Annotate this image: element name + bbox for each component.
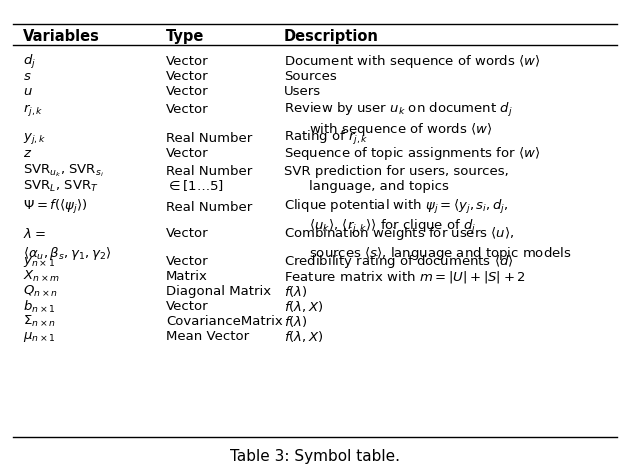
Text: $u$: $u$ — [23, 85, 33, 98]
Text: Vector: Vector — [166, 55, 209, 68]
Text: $\mathrm{SVR}_L$, $\mathrm{SVR}_T$: $\mathrm{SVR}_L$, $\mathrm{SVR}_T$ — [23, 178, 99, 193]
Text: Variables: Variables — [23, 29, 100, 43]
Text: $y_{j,k}$: $y_{j,k}$ — [23, 130, 46, 145]
Text: $s$: $s$ — [23, 70, 31, 83]
Text: $f(\lambda)$: $f(\lambda)$ — [284, 314, 308, 329]
Text: $\langle u_k\rangle$, $\langle r_{j,k}\rangle\rangle$ for clique of $d_j$: $\langle u_k\rangle$, $\langle r_{j,k}\r… — [309, 218, 476, 235]
Text: sources $\langle s\rangle$, language and topic models: sources $\langle s\rangle$, language and… — [309, 245, 572, 261]
Text: Combination weights for users $\langle u\rangle$,: Combination weights for users $\langle u… — [284, 225, 515, 242]
Text: Real Number: Real Number — [166, 200, 252, 213]
Text: $r_{j,k}$: $r_{j,k}$ — [23, 101, 44, 118]
Text: Vector: Vector — [166, 147, 209, 159]
Text: Credibility rating of documents $\langle d\rangle$: Credibility rating of documents $\langle… — [284, 253, 514, 270]
Text: $f(\lambda, X)$: $f(\lambda, X)$ — [284, 329, 324, 344]
Text: $\Psi = f(\langle \psi_j \rangle)$: $\Psi = f(\langle \psi_j \rangle)$ — [23, 198, 88, 216]
Text: Document with sequence of words $\langle w\rangle$: Document with sequence of words $\langle… — [284, 53, 540, 70]
Text: Clique potential with $\psi_j = \langle y_j, s_i, d_j,$: Clique potential with $\psi_j = \langle … — [284, 198, 509, 216]
Text: Vector: Vector — [166, 103, 209, 116]
Text: $\mathrm{SVR}_{u_k}$, $\mathrm{SVR}_{s_i}$: $\mathrm{SVR}_{u_k}$, $\mathrm{SVR}_{s_i… — [23, 162, 104, 179]
Text: Description: Description — [284, 29, 379, 43]
Text: Real Number: Real Number — [166, 164, 252, 177]
Text: Vector: Vector — [166, 227, 209, 240]
Text: $f(\lambda, X)$: $f(\lambda, X)$ — [284, 299, 324, 314]
Text: Sequence of topic assignments for $\langle w\rangle$: Sequence of topic assignments for $\lang… — [284, 144, 540, 161]
Text: Type: Type — [166, 29, 204, 43]
Text: Vector: Vector — [166, 70, 209, 83]
Text: Sources: Sources — [284, 70, 337, 83]
Text: Diagonal Matrix: Diagonal Matrix — [166, 285, 271, 298]
Text: $\lambda =$: $\lambda =$ — [23, 226, 45, 240]
Text: SVR prediction for users, sources,: SVR prediction for users, sources, — [284, 164, 509, 177]
Text: $\in [1\ldots 5]$: $\in [1\ldots 5]$ — [166, 178, 224, 193]
Text: Rating of $r_{j,k}$: Rating of $r_{j,k}$ — [284, 129, 369, 147]
Text: $\mu_{n\times 1}$: $\mu_{n\times 1}$ — [23, 329, 56, 343]
Text: with sequence of words $\langle w\rangle$: with sequence of words $\langle w\rangle… — [309, 120, 492, 138]
Text: $Q_{n\times n}$: $Q_{n\times n}$ — [23, 284, 58, 299]
Text: Matrix: Matrix — [166, 270, 208, 283]
Text: $d_j$: $d_j$ — [23, 53, 36, 70]
Text: Mean Vector: Mean Vector — [166, 330, 249, 343]
Text: $b_{n\times 1}$: $b_{n\times 1}$ — [23, 298, 56, 314]
Text: Vector: Vector — [166, 255, 209, 268]
Text: $y_{n\times 1}$: $y_{n\times 1}$ — [23, 254, 55, 268]
Text: Table 3: Symbol table.: Table 3: Symbol table. — [230, 448, 400, 463]
Text: $\langle \alpha_u, \beta_s, \gamma_1, \gamma_2\rangle$: $\langle \alpha_u, \beta_s, \gamma_1, \g… — [23, 245, 111, 261]
Text: Feature matrix with $m = |U| + |S| + 2$: Feature matrix with $m = |U| + |S| + 2$ — [284, 268, 526, 284]
Text: $f(\lambda)$: $f(\lambda)$ — [284, 284, 308, 299]
Text: Review by user $u_k$ on document $d_j$: Review by user $u_k$ on document $d_j$ — [284, 100, 513, 119]
Text: $X_{n\times m}$: $X_{n\times m}$ — [23, 269, 60, 284]
Text: Vector: Vector — [166, 300, 209, 313]
Text: $z$: $z$ — [23, 147, 32, 159]
Text: $\Sigma_{n\times n}$: $\Sigma_{n\times n}$ — [23, 314, 56, 329]
Text: Users: Users — [284, 85, 321, 98]
Text: Vector: Vector — [166, 85, 209, 98]
Text: language, and topics: language, and topics — [309, 179, 449, 192]
Text: Real Number: Real Number — [166, 131, 252, 144]
Text: CovarianceMatrix: CovarianceMatrix — [166, 315, 283, 328]
